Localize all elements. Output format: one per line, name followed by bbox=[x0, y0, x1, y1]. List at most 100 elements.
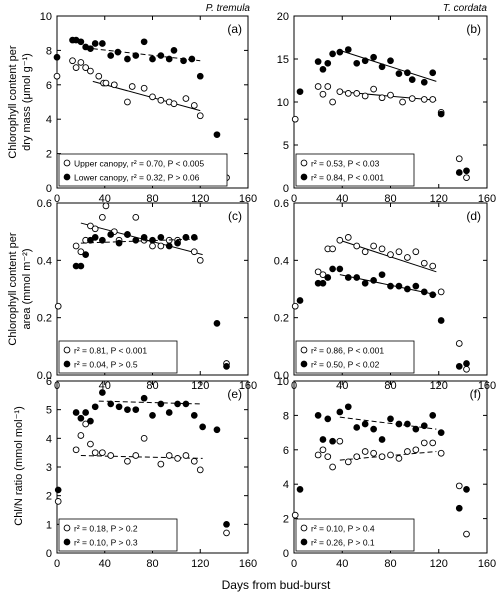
data-point bbox=[140, 234, 148, 241]
data-point bbox=[223, 529, 230, 537]
data-point bbox=[223, 520, 230, 528]
data-point bbox=[463, 530, 470, 538]
data-point bbox=[387, 282, 394, 290]
data-point bbox=[182, 234, 190, 241]
data-point bbox=[223, 363, 230, 370]
data-point bbox=[395, 282, 403, 290]
y-tick-label: 0 bbox=[283, 183, 289, 195]
data-point bbox=[370, 53, 377, 61]
data-point bbox=[324, 453, 332, 461]
data-point bbox=[319, 279, 327, 287]
data-point bbox=[110, 81, 118, 89]
data-point bbox=[174, 455, 181, 462]
legend-marker bbox=[300, 173, 308, 181]
data-point bbox=[107, 52, 115, 59]
legend-stat: r² = 0.04, P > 0.5 bbox=[74, 360, 138, 370]
x-tick-label: 0 bbox=[291, 193, 297, 205]
legend-marker bbox=[63, 538, 71, 546]
data-point bbox=[140, 38, 148, 46]
data-point bbox=[157, 96, 165, 104]
data-point bbox=[463, 360, 470, 367]
data-point bbox=[370, 85, 377, 93]
data-point bbox=[437, 429, 445, 436]
data-point bbox=[77, 59, 85, 66]
data-point bbox=[455, 482, 463, 490]
data-point bbox=[196, 112, 204, 120]
y-tick-label: 0.4 bbox=[37, 255, 52, 267]
data-point bbox=[387, 451, 394, 459]
data-point bbox=[370, 277, 377, 284]
data-point bbox=[196, 72, 204, 80]
x-tick-label: 40 bbox=[99, 558, 111, 570]
data-point bbox=[336, 236, 344, 244]
data-point bbox=[412, 425, 420, 433]
legend-stat: r² = 0.84, P < 0.001 bbox=[311, 173, 384, 183]
data-point bbox=[72, 64, 80, 71]
x-tick-label: 160 bbox=[478, 558, 496, 570]
x-tick-label: 120 bbox=[430, 380, 448, 392]
legend-box bbox=[295, 518, 415, 552]
data-point bbox=[395, 420, 403, 428]
data-point bbox=[463, 174, 470, 182]
data-point bbox=[72, 446, 80, 454]
data-point bbox=[99, 213, 106, 221]
data-point bbox=[361, 279, 369, 287]
data-point bbox=[429, 291, 437, 299]
data-point bbox=[314, 268, 322, 276]
data-point bbox=[319, 436, 327, 443]
data-point bbox=[54, 486, 62, 494]
data-point bbox=[437, 110, 445, 118]
data-point bbox=[344, 90, 352, 97]
legend-stat: r² = 0.81, P < 0.001 bbox=[74, 346, 147, 356]
data-point bbox=[165, 452, 173, 459]
legend-stat: r² = 0.18, P > 0.2 bbox=[74, 524, 138, 534]
data-point bbox=[124, 98, 131, 106]
data-point bbox=[82, 251, 90, 258]
data-point bbox=[99, 236, 106, 244]
data-point bbox=[180, 57, 187, 65]
legend-entry: r² = 0.10, P > 0.3 bbox=[74, 538, 138, 548]
legend-marker bbox=[63, 159, 71, 167]
data-point bbox=[408, 76, 416, 83]
legend-entry: r² = 0.26, P > 0.1 bbox=[311, 538, 375, 548]
data-point bbox=[455, 169, 463, 176]
data-point bbox=[378, 453, 386, 461]
legend-box bbox=[295, 340, 415, 374]
data-point bbox=[91, 225, 99, 233]
data-point bbox=[463, 365, 470, 373]
data-point bbox=[324, 83, 332, 90]
data-point bbox=[429, 96, 437, 103]
data-point bbox=[69, 57, 76, 65]
data-point bbox=[324, 274, 332, 281]
panel-letter: (b) bbox=[466, 22, 481, 36]
data-point bbox=[149, 236, 156, 244]
data-point bbox=[140, 394, 148, 402]
data-point bbox=[91, 449, 99, 457]
data-point bbox=[429, 439, 437, 447]
data-point bbox=[157, 52, 165, 59]
data-point bbox=[196, 256, 204, 264]
x-tick-label: 120 bbox=[191, 558, 209, 570]
row-label-2: Chlorophyll content per area (mmol m⁻²) bbox=[7, 232, 33, 345]
row-label-3-line1: Chl/N ratio (mmol mol⁻¹) bbox=[13, 406, 25, 525]
x-tick-label: 120 bbox=[191, 193, 209, 205]
data-point bbox=[296, 88, 304, 96]
data-point bbox=[387, 57, 394, 65]
data-point bbox=[353, 424, 361, 431]
data-point bbox=[149, 93, 156, 101]
data-point bbox=[87, 236, 94, 244]
data-point bbox=[329, 245, 336, 253]
data-point bbox=[437, 288, 445, 296]
y-tick-label: 0.0 bbox=[274, 370, 289, 382]
data-point bbox=[87, 222, 94, 230]
data-point bbox=[404, 69, 411, 77]
legend-box bbox=[58, 340, 178, 374]
y-tick-label: 6 bbox=[46, 376, 52, 388]
row-label-1-line2: dry mass (μmol g⁻¹) bbox=[21, 53, 33, 151]
y-tick-label: 0.6 bbox=[274, 198, 289, 210]
data-point bbox=[378, 271, 386, 279]
x-tick-label: 0 bbox=[54, 193, 60, 205]
data-point bbox=[412, 248, 420, 256]
data-point bbox=[99, 449, 106, 457]
data-point bbox=[329, 98, 336, 106]
